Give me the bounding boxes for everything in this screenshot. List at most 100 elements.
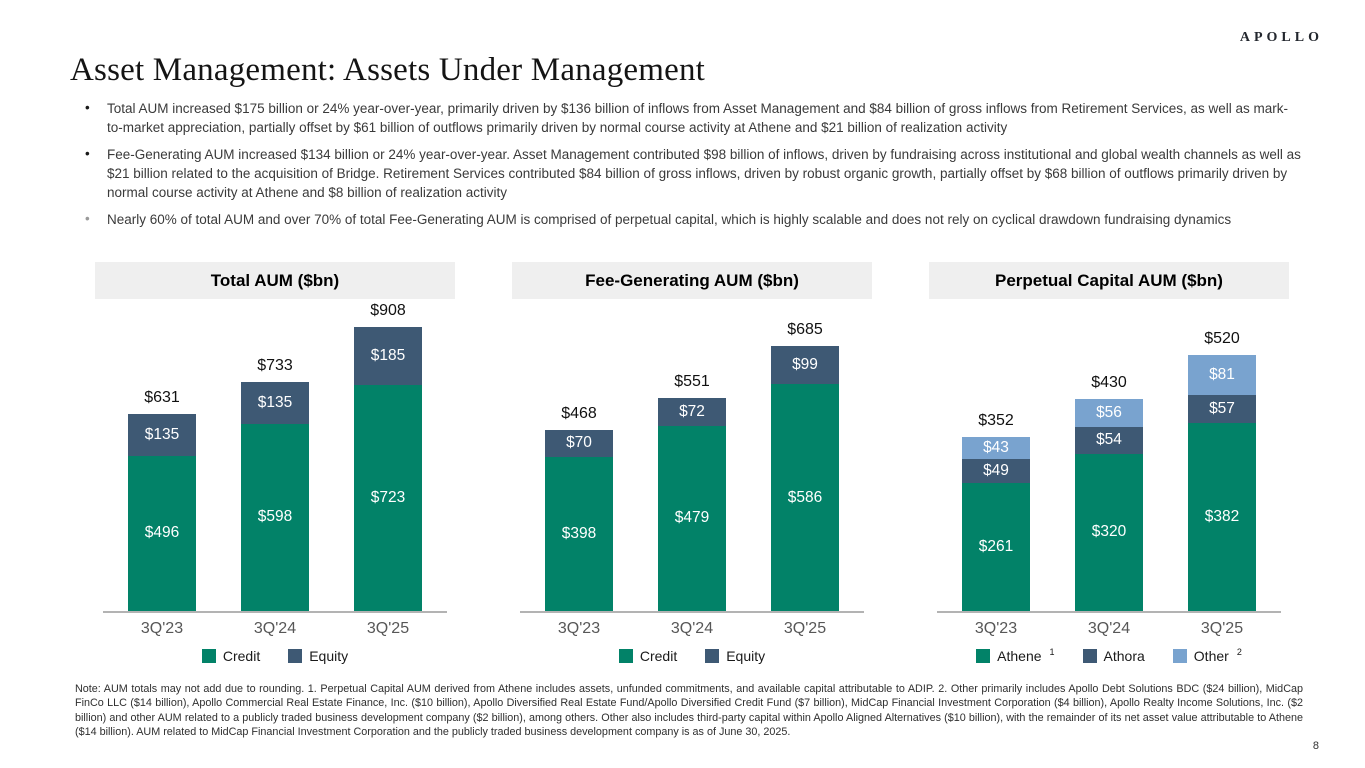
legend-label: Credit [639, 648, 678, 664]
x-axis-label: 3Q'24 [253, 620, 297, 637]
bar-segment-equity: $99 [771, 345, 839, 385]
total-value-label: $352 [978, 412, 1014, 430]
legend-swatch [201, 649, 216, 663]
charts-row: Total AUM ($bn) $631 $496 $135 $733 $598 $135… [95, 262, 1289, 664]
total-value-label: $908 [370, 301, 406, 319]
segment-value-label: $185 [370, 346, 406, 364]
bullet-marker: • [85, 100, 90, 115]
bullet-text: Fee-Generating AUM increased $134 billio… [107, 147, 1301, 200]
segment-value-label: $261 [978, 537, 1014, 555]
segment-value-label: $320 [1091, 523, 1127, 541]
bar-group: $733 $598 $135 [241, 357, 309, 611]
segment-value-label: $723 [370, 488, 406, 506]
segment-value-label: $54 [1096, 431, 1122, 449]
total-value-label: $631 [144, 388, 180, 406]
legend-superscript: 2 [1236, 647, 1242, 657]
segment-value-label: $49 [983, 461, 1009, 479]
x-axis-label: 3Q'23 [974, 620, 1018, 637]
bar-segment-athora: $57 [1188, 395, 1256, 424]
stacked-bar: $496 $135 [128, 413, 196, 611]
bar-segment-other: $81 [1188, 355, 1256, 396]
apollo-logo: APOLLO [1239, 30, 1323, 45]
legend-item-equity: Equity [288, 648, 348, 664]
bar-segment-equity: $135 [241, 381, 309, 424]
bullet-item-perpetual-capital: • Nearly 60% of total AUM and over 70% o… [75, 211, 1303, 230]
bar-segment-credit: $586 [771, 384, 839, 611]
x-labels: 3Q'23 3Q'24 3Q'25 [929, 620, 1289, 638]
chart-title: Perpetual Capital AUM ($bn) [929, 262, 1289, 299]
bar-group: $908 $723 $185 [354, 302, 422, 611]
legend-label: Athora [1103, 648, 1145, 664]
bar-segment-athene: $261 [962, 482, 1030, 611]
legend-item-credit: Credit [201, 648, 261, 664]
bars: $631 $496 $135 $733 $598 $135 $908 $723 $185 [95, 302, 455, 611]
segment-value-label: $135 [144, 425, 180, 443]
segment-value-label: $479 [674, 509, 710, 527]
bar-segment-athene: $382 [1188, 423, 1256, 611]
chart-title: Fee-Generating AUM ($bn) [512, 262, 872, 299]
page-number: 8 [1312, 740, 1319, 752]
legend-item-credit: Credit [618, 648, 678, 664]
bar-segment-equity: $70 [545, 429, 613, 457]
total-value-label: $733 [257, 356, 293, 374]
stacked-bar: $598 $135 [241, 381, 309, 611]
x-axis-label: 3Q'24 [1087, 620, 1131, 637]
bar-segment-credit: $398 [545, 457, 613, 611]
bullet-list: • Total AUM increased $175 billion or 24… [75, 100, 1303, 239]
bar-group: $430 $320 $54 $56 [1075, 374, 1143, 611]
x-axis-label: 3Q'23 [140, 620, 184, 637]
segment-value-label: $81 [1209, 366, 1235, 384]
bar-group: $352 $261 $49 $43 [962, 412, 1030, 611]
x-labels: 3Q'23 3Q'24 3Q'25 [512, 620, 872, 638]
bar-segment-credit: $479 [658, 425, 726, 611]
chart-title: Total AUM ($bn) [95, 262, 455, 299]
bar-segment-credit: $598 [241, 423, 309, 611]
segment-value-label: $43 [983, 438, 1009, 456]
bar-group: $468 $398 $70 [545, 405, 613, 611]
segment-value-label: $70 [566, 434, 592, 452]
x-axis-label: 3Q'25 [1200, 620, 1244, 637]
total-value-label: $520 [1204, 330, 1240, 348]
legend-label: Credit [222, 648, 261, 664]
chart-plot-area: $468 $398 $70 $551 $479 $72 $685 $586 $99 [512, 299, 872, 613]
x-axis-line [520, 611, 864, 613]
stacked-bar: $320 $54 $56 [1075, 399, 1143, 611]
legend-label: Equity [726, 648, 766, 664]
segment-value-label: $135 [257, 393, 293, 411]
bars: $468 $398 $70 $551 $479 $72 $685 $586 $99 [512, 321, 872, 611]
legend-swatch [618, 649, 633, 663]
segment-value-label: $56 [1096, 404, 1122, 422]
total-value-label: $685 [787, 320, 823, 338]
chart-plot-area: $631 $496 $135 $733 $598 $135 $908 $723 $185 [95, 299, 455, 613]
bar-segment-credit: $723 [354, 384, 422, 611]
legend-label: Equity [309, 648, 349, 664]
bar-segment-other: $56 [1075, 399, 1143, 428]
legend-item-athene: Athene 1 [976, 647, 1055, 664]
chart-total-aum: Total AUM ($bn) $631 $496 $135 $733 $598 $135… [95, 262, 455, 664]
segment-value-label: $99 [792, 356, 818, 374]
x-axis-line [937, 611, 1281, 613]
bar-segment-athora: $49 [962, 458, 1030, 483]
legend-superscript: 1 [1049, 647, 1055, 657]
segment-value-label: $598 [257, 508, 293, 526]
bullet-text: Nearly 60% of total AUM and over 70% of … [107, 212, 1232, 228]
stacked-bar: $586 $99 [771, 345, 839, 611]
legend-item-other: Other 2 [1172, 647, 1242, 664]
stacked-bar: $479 $72 [658, 397, 726, 611]
chart-plot-area: $352 $261 $49 $43 $430 $320 $54 $56 $520 $382 $57 $… [929, 299, 1289, 613]
legend: Credit Equity [512, 648, 872, 664]
legend-swatch [705, 649, 720, 663]
bullet-marker: • [85, 211, 90, 227]
legend-swatch [288, 649, 303, 663]
segment-value-label: $382 [1204, 508, 1240, 526]
legend-item-athora: Athora [1082, 648, 1145, 664]
total-value-label: $430 [1091, 374, 1127, 392]
bar-group: $631 $496 $135 [128, 389, 196, 611]
footnote: Note: AUM totals may not add due to roun… [75, 683, 1303, 739]
segment-value-label: $496 [144, 524, 180, 542]
total-value-label: $551 [674, 372, 710, 390]
x-axis-label: 3Q'24 [670, 620, 714, 637]
legend-label: Athene [997, 648, 1042, 664]
legend: Athene 1 Athora Other 2 [929, 647, 1289, 664]
segment-value-label: $57 [1209, 400, 1235, 418]
